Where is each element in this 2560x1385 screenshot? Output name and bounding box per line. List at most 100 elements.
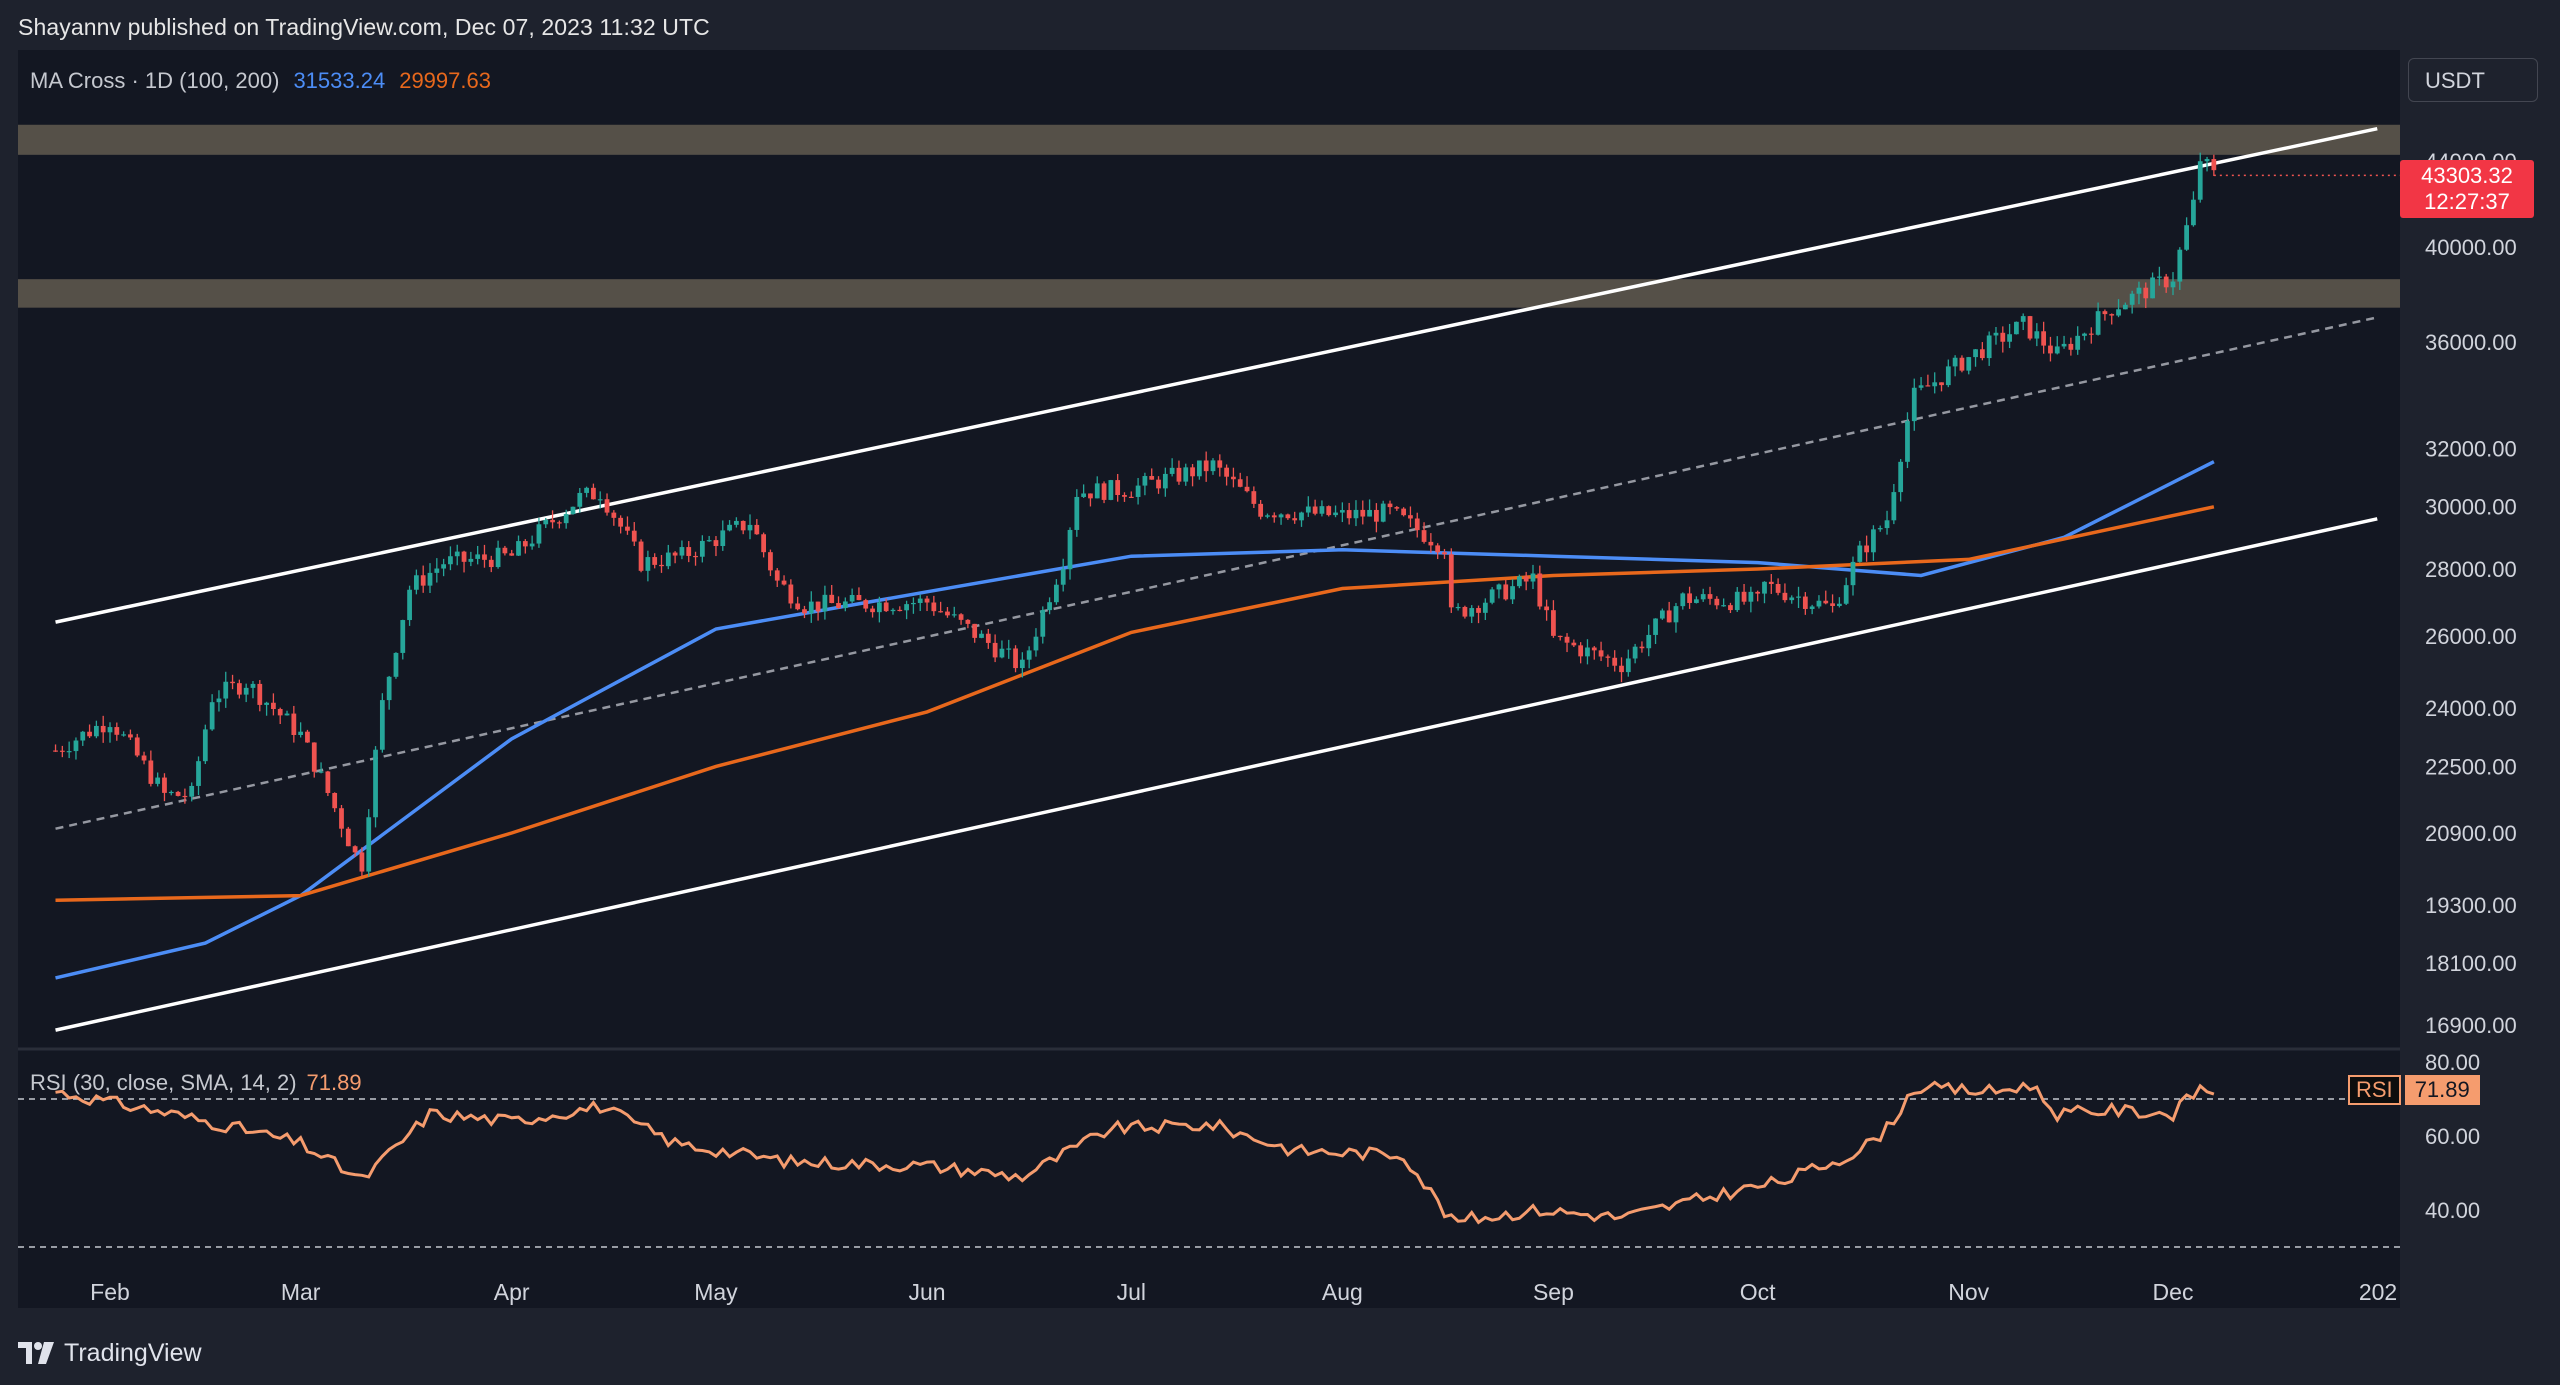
candle-body xyxy=(264,702,269,705)
candle-body xyxy=(1489,589,1495,603)
candle-body xyxy=(1911,387,1917,422)
currency-button[interactable]: USDT xyxy=(2408,58,2538,102)
candle xyxy=(2007,323,2012,349)
candle xyxy=(482,544,487,568)
price-axis-tick: 32000.00 xyxy=(2425,436,2517,461)
supply-zone-1 xyxy=(18,124,2400,155)
candle-body xyxy=(1435,545,1441,553)
candle xyxy=(1142,472,1148,496)
candle-body xyxy=(2163,276,2169,288)
time-axis-tick: Jul xyxy=(1117,1279,1146,1305)
candle-body xyxy=(815,601,821,612)
candle-body xyxy=(393,652,399,677)
candle-body xyxy=(461,551,467,562)
candle xyxy=(53,744,58,752)
candle xyxy=(1244,476,1250,493)
candle xyxy=(332,792,338,813)
candle-body xyxy=(1918,385,1924,388)
candle-body xyxy=(407,589,412,621)
candle-body xyxy=(802,609,807,614)
rsi-legend[interactable]: RSI (30, close, SMA, 14, 2) 71.89 xyxy=(30,1070,362,1096)
candle-body xyxy=(1040,610,1046,637)
candle xyxy=(1694,596,1699,604)
candle xyxy=(73,737,79,760)
candle-body xyxy=(1026,650,1032,660)
candle xyxy=(1503,579,1509,601)
price-axis-tick: 16900.00 xyxy=(2425,1013,2517,1038)
candle xyxy=(189,782,195,802)
price-axis-tick: 30000.00 xyxy=(2425,495,2517,520)
price-axis-tick: 19300.00 xyxy=(2425,893,2517,918)
candle-body xyxy=(162,777,167,793)
candle-body xyxy=(250,683,256,688)
candle-body xyxy=(917,598,923,603)
candle-body xyxy=(1448,554,1454,608)
candle-body xyxy=(196,761,201,786)
candle-body xyxy=(591,487,596,500)
candle xyxy=(271,693,276,716)
candle-body xyxy=(53,750,58,752)
candle xyxy=(1557,635,1563,641)
candle xyxy=(1516,574,1522,589)
candle-body xyxy=(1782,592,1788,601)
candle-body xyxy=(761,534,767,553)
candle xyxy=(1074,489,1080,537)
candle-body xyxy=(2095,311,2101,335)
candle xyxy=(1523,571,1529,591)
ma-cross-legend[interactable]: MA Cross · 1D (100, 200) 31533.24 29997.63 xyxy=(30,68,491,94)
candle-body xyxy=(1741,591,1747,602)
candle xyxy=(1659,608,1665,620)
candle-body xyxy=(1271,515,1277,518)
candle xyxy=(1292,511,1298,524)
candle-body xyxy=(305,731,310,743)
candle xyxy=(672,551,678,564)
candle-body xyxy=(482,554,487,560)
candle xyxy=(747,514,753,540)
candle-body xyxy=(359,852,365,872)
candle xyxy=(1585,639,1590,665)
candle-body xyxy=(1830,603,1835,606)
candle xyxy=(1653,618,1658,645)
candle-body xyxy=(577,492,583,507)
tradingview-brand[interactable]: TradingView xyxy=(18,1336,202,1370)
candle-body xyxy=(1503,584,1509,600)
candle xyxy=(917,594,923,612)
candle xyxy=(1387,500,1393,515)
candle-body xyxy=(1088,493,1093,499)
channel-upper-line xyxy=(55,127,2378,624)
candle-body xyxy=(366,817,372,872)
candle-body xyxy=(128,734,133,738)
candle-body xyxy=(1374,509,1379,522)
candle xyxy=(945,607,950,618)
candle-body xyxy=(1278,514,1284,518)
candle-body xyxy=(1149,476,1155,480)
candle xyxy=(495,540,501,569)
candle xyxy=(1067,527,1073,580)
candle xyxy=(611,510,617,526)
candle xyxy=(1755,590,1761,602)
price-axis-tick: 28000.00 xyxy=(2425,557,2517,582)
candle xyxy=(1741,583,1747,605)
candle-body xyxy=(870,608,875,613)
candle-body xyxy=(529,543,535,547)
candle-body xyxy=(1823,600,1829,604)
candle xyxy=(1455,603,1461,611)
candle xyxy=(808,591,814,623)
plot-background xyxy=(18,50,2400,1308)
channel-mid-line xyxy=(55,316,2378,830)
candle xyxy=(1435,543,1441,560)
candle xyxy=(1299,511,1304,527)
publisher-line: Shayannv published on TradingView.com, D… xyxy=(18,14,710,40)
candle xyxy=(168,790,174,796)
candle xyxy=(699,535,705,563)
candle xyxy=(1190,463,1195,487)
candle-body xyxy=(1516,576,1522,587)
candle-body xyxy=(1019,659,1025,669)
candle xyxy=(659,554,664,573)
candle-body xyxy=(488,559,494,568)
candle xyxy=(1666,601,1672,623)
candle xyxy=(1768,574,1774,594)
candle xyxy=(550,510,555,529)
candle-body xyxy=(386,676,392,701)
